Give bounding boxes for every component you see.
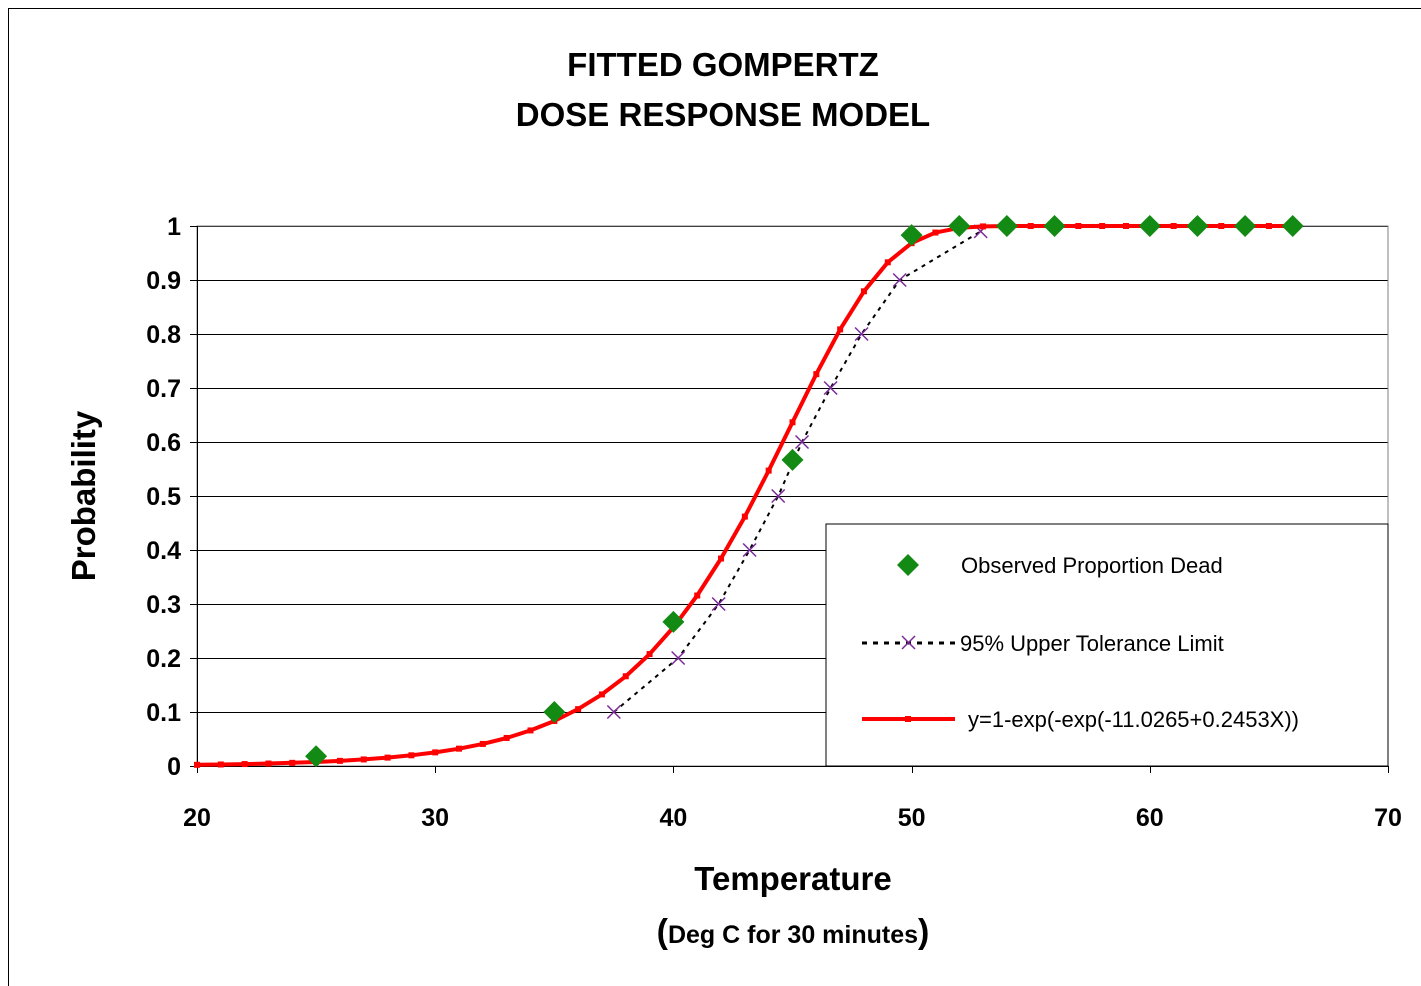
fitted-curve-point bbox=[884, 259, 891, 266]
fitted-curve-point bbox=[1075, 223, 1082, 229]
x-tick-label: 20 bbox=[183, 804, 211, 832]
fitted-curve-point bbox=[241, 761, 248, 768]
fitted-curve-point bbox=[265, 760, 272, 767]
x-axis-subtitle-close-paren: ) bbox=[918, 913, 929, 951]
fitted-curve-point bbox=[646, 651, 653, 658]
fitted-curve-point bbox=[527, 727, 534, 734]
fitted-curve-point bbox=[741, 513, 748, 520]
tolerance-point bbox=[771, 488, 786, 504]
tolerance-point bbox=[823, 380, 838, 396]
x-tick-label: 30 bbox=[421, 804, 449, 832]
fitted-curve-point bbox=[837, 326, 844, 333]
fitted-curve-point bbox=[217, 761, 224, 768]
observed-point bbox=[1043, 215, 1066, 237]
fitted-curve-point bbox=[622, 673, 629, 680]
fitted-curve-point bbox=[813, 371, 820, 378]
y-tick-label: 0.9 bbox=[146, 267, 181, 295]
legend-marker-observed bbox=[897, 554, 919, 576]
y-tick-label: 0.2 bbox=[146, 645, 181, 673]
observed-point bbox=[543, 701, 566, 723]
observed-point bbox=[662, 610, 685, 633]
y-axis-title: Probability bbox=[65, 410, 102, 581]
observed-point bbox=[1281, 215, 1304, 237]
legend: Observed Proportion Dead 95% Upper Toler… bbox=[825, 523, 1389, 767]
x-axis-subtitle-open-paren: ( bbox=[657, 913, 669, 951]
observed-point bbox=[995, 215, 1018, 237]
tolerance-point bbox=[854, 326, 869, 342]
x-axis-subtitle: (Deg C for 30 minutes) bbox=[657, 913, 930, 951]
y-tick-label: 0.8 bbox=[146, 321, 181, 349]
fitted-curve-point bbox=[980, 223, 987, 230]
fitted-curve-point bbox=[718, 555, 725, 562]
fitted-curve-point bbox=[1218, 223, 1225, 229]
fitted-curve-point bbox=[1170, 223, 1177, 229]
legend-label-observed: Observed Proportion Dead bbox=[961, 553, 1223, 578]
tolerance-point bbox=[671, 650, 686, 666]
y-tick-label: 0.5 bbox=[146, 483, 181, 511]
fitted-curve-point bbox=[194, 761, 200, 768]
fitted-curve-point bbox=[432, 749, 439, 756]
observed-point bbox=[1186, 215, 1209, 237]
series-layer bbox=[194, 215, 1304, 768]
legend-label-tolerance: 95% Upper Tolerance Limit bbox=[960, 631, 1224, 656]
fitted-curve-point bbox=[456, 745, 463, 752]
tolerance-point bbox=[711, 596, 726, 612]
fitted-curve-point bbox=[1099, 223, 1106, 229]
x-tick-label: 60 bbox=[1136, 804, 1164, 832]
fitted-curve-point bbox=[765, 467, 772, 474]
legend-label-fitted: y=1-exp(-exp(-11.0265+0.2453X)) bbox=[968, 707, 1299, 732]
tolerance-point bbox=[606, 704, 621, 720]
y-tick-label: 0 bbox=[167, 753, 181, 781]
legend-marker-fitted bbox=[905, 716, 911, 722]
observed-point bbox=[1138, 215, 1161, 237]
observed-point bbox=[948, 215, 971, 237]
x-axis-subtitle-text: Deg C for 30 minutes bbox=[668, 921, 918, 949]
y-tick-label: 0.1 bbox=[146, 699, 181, 727]
y-tick-label: 0.3 bbox=[146, 591, 181, 619]
legend-box bbox=[825, 523, 1389, 767]
observed-point bbox=[781, 448, 804, 471]
fitted-curve-point bbox=[932, 229, 939, 236]
fitted-curve-point bbox=[1027, 223, 1034, 230]
fitted-curve-point bbox=[479, 740, 486, 747]
tolerance-point bbox=[794, 434, 810, 450]
legend-marker-tolerance bbox=[901, 635, 916, 650]
fitted-curve-point bbox=[575, 706, 582, 713]
observed-point bbox=[305, 745, 328, 768]
fitted-curve-point bbox=[1122, 223, 1129, 229]
fitted-curve-point bbox=[384, 754, 391, 761]
x-tick-label: 50 bbox=[898, 804, 926, 832]
fitted-curve-point bbox=[694, 592, 701, 599]
fitted-curve-point bbox=[789, 419, 796, 426]
fitted-curve-point bbox=[503, 734, 510, 741]
y-tick-label: 1 bbox=[167, 213, 181, 241]
fitted-curve-point bbox=[360, 756, 367, 763]
y-tick-label: 0.7 bbox=[146, 375, 181, 403]
y-tick-label: 0.6 bbox=[146, 429, 181, 457]
chart-title-line-1: FITTED GOMPERTZ bbox=[567, 46, 879, 83]
axes: 0 0.1 0.2 0.3 0.4 0.5 0.6 0.7 0.8 0.9 1 20 30 40 50 60 7… bbox=[146, 213, 1402, 832]
tolerance-series-line bbox=[613, 230, 982, 713]
fitted-curve-point bbox=[598, 691, 605, 698]
chart-title-line-2: DOSE RESPONSE MODEL bbox=[516, 96, 930, 133]
fitted-curve-point bbox=[1265, 223, 1272, 229]
x-axis-title: Temperature bbox=[694, 860, 891, 897]
y-tick-label: 0.4 bbox=[146, 537, 181, 565]
fitted-curve-point bbox=[336, 757, 343, 764]
fitted-curve-point bbox=[289, 759, 296, 766]
observed-point bbox=[1234, 215, 1257, 237]
tolerance-point bbox=[892, 272, 907, 288]
tolerance-point bbox=[742, 542, 757, 558]
observed-point bbox=[900, 224, 923, 247]
x-tick-label: 40 bbox=[659, 804, 687, 832]
fitted-curve-point bbox=[408, 752, 415, 759]
x-tick-label: 70 bbox=[1374, 804, 1402, 832]
fitted-curve-point bbox=[860, 288, 867, 295]
